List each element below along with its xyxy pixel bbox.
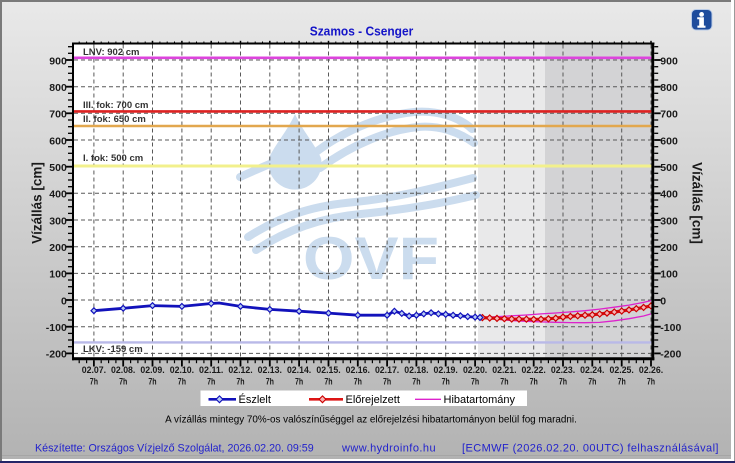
svg-text:7h: 7h xyxy=(559,376,567,386)
svg-text:-200: -200 xyxy=(46,349,67,361)
svg-text:800: 800 xyxy=(660,82,678,94)
svg-text:7h: 7h xyxy=(90,376,98,386)
svg-text:500: 500 xyxy=(49,162,67,174)
svg-text:OVF: OVF xyxy=(303,225,439,292)
svg-text:900: 900 xyxy=(49,55,67,67)
svg-text:7h: 7h xyxy=(324,376,332,386)
svg-text:Készítette: Országos Vízjelző: Készítette: Országos Vízjelző Szolgálat,… xyxy=(35,443,314,455)
svg-text:7h: 7h xyxy=(266,376,274,386)
svg-text:Vízállás [cm]: Vízállás [cm] xyxy=(690,162,705,244)
svg-text:7h: 7h xyxy=(618,376,626,386)
svg-text:7h: 7h xyxy=(588,376,596,386)
svg-text:02.12.: 02.12. xyxy=(228,365,252,375)
svg-text:700: 700 xyxy=(49,109,67,121)
svg-text:7h: 7h xyxy=(383,376,391,386)
svg-text:02.15.: 02.15. xyxy=(316,365,340,375)
svg-text:700: 700 xyxy=(660,109,678,121)
svg-text:Észlelt: Észlelt xyxy=(239,393,271,406)
svg-text:02.14.: 02.14. xyxy=(287,365,311,375)
svg-text:02.16.: 02.16. xyxy=(346,365,370,375)
svg-text:www.hydroinfo.hu: www.hydroinfo.hu xyxy=(341,443,436,455)
svg-text:Vízállás [cm]: Vízállás [cm] xyxy=(30,162,45,244)
svg-text:III. fok: 700 cm: III. fok: 700 cm xyxy=(83,100,148,111)
svg-text:7h: 7h xyxy=(412,376,420,386)
svg-text:A vízállás mintegy 70%-os való: A vízállás mintegy 70%-os valószínűségge… xyxy=(165,415,577,426)
svg-text:7h: 7h xyxy=(647,376,655,386)
svg-text:Szamos - Csenger: Szamos - Csenger xyxy=(310,25,414,39)
svg-text:7h: 7h xyxy=(236,376,244,386)
svg-text:7h: 7h xyxy=(442,376,450,386)
svg-text:Előrejelzett: Előrejelzett xyxy=(346,394,400,406)
svg-text:7h: 7h xyxy=(530,376,538,386)
svg-text:02.08.: 02.08. xyxy=(111,365,135,375)
svg-text:7h: 7h xyxy=(178,376,186,386)
svg-text:200: 200 xyxy=(49,242,67,254)
svg-text:7h: 7h xyxy=(148,376,156,386)
svg-text:800: 800 xyxy=(49,82,67,94)
svg-text:7h: 7h xyxy=(354,376,362,386)
svg-text:02.17.: 02.17. xyxy=(375,365,399,375)
svg-text:600: 600 xyxy=(660,135,678,147)
svg-text:LNV: 902 cm: LNV: 902 cm xyxy=(83,47,140,58)
svg-text:200: 200 xyxy=(660,242,678,254)
svg-text:02.07.: 02.07. xyxy=(82,365,106,375)
svg-text:02.20.: 02.20. xyxy=(463,365,487,375)
svg-text:900: 900 xyxy=(660,55,678,67)
svg-text:400: 400 xyxy=(660,189,678,201)
svg-text:500: 500 xyxy=(660,162,678,174)
svg-text:II. fok: 650 cm: II. fok: 650 cm xyxy=(83,114,146,125)
svg-text:100: 100 xyxy=(660,269,678,281)
svg-text:7h: 7h xyxy=(207,376,215,386)
svg-text:02.13.: 02.13. xyxy=(258,365,282,375)
svg-text:400: 400 xyxy=(49,189,67,201)
svg-text:600: 600 xyxy=(49,135,67,147)
svg-text:02.25.: 02.25. xyxy=(610,365,634,375)
svg-text:0: 0 xyxy=(660,295,666,307)
svg-text:7h: 7h xyxy=(119,376,127,386)
svg-text:02.18.: 02.18. xyxy=(404,365,428,375)
svg-text:300: 300 xyxy=(660,215,678,227)
svg-text:02.22.: 02.22. xyxy=(522,365,546,375)
svg-text:7h: 7h xyxy=(471,376,479,386)
svg-text:02.23.: 02.23. xyxy=(551,365,575,375)
svg-text:7h: 7h xyxy=(500,376,508,386)
svg-text:-200: -200 xyxy=(660,349,681,361)
svg-text:02.09.: 02.09. xyxy=(140,365,164,375)
svg-text:-100: -100 xyxy=(660,322,681,334)
svg-text:7h: 7h xyxy=(295,376,303,386)
svg-text:02.26.: 02.26. xyxy=(639,365,663,375)
svg-text:02.11.: 02.11. xyxy=(199,365,223,375)
svg-text:02.19.: 02.19. xyxy=(434,365,458,375)
svg-text:300: 300 xyxy=(49,215,67,227)
svg-text:I. fok: 500 cm: I. fok: 500 cm xyxy=(83,153,143,164)
svg-text:02.24.: 02.24. xyxy=(580,365,604,375)
svg-text:02.10.: 02.10. xyxy=(170,365,194,375)
svg-text:[ECMWF (2026.02.20. 00UTC) fel: [ECMWF (2026.02.20. 00UTC) felhasználásá… xyxy=(462,443,719,455)
svg-text:Hibatartomány: Hibatartomány xyxy=(444,394,516,406)
svg-text:02.21.: 02.21. xyxy=(492,365,516,375)
svg-text:100: 100 xyxy=(49,269,67,281)
svg-text:-100: -100 xyxy=(46,322,67,334)
svg-text:LKV: -159 cm: LKV: -159 cm xyxy=(83,344,143,355)
svg-text:0: 0 xyxy=(61,295,67,307)
